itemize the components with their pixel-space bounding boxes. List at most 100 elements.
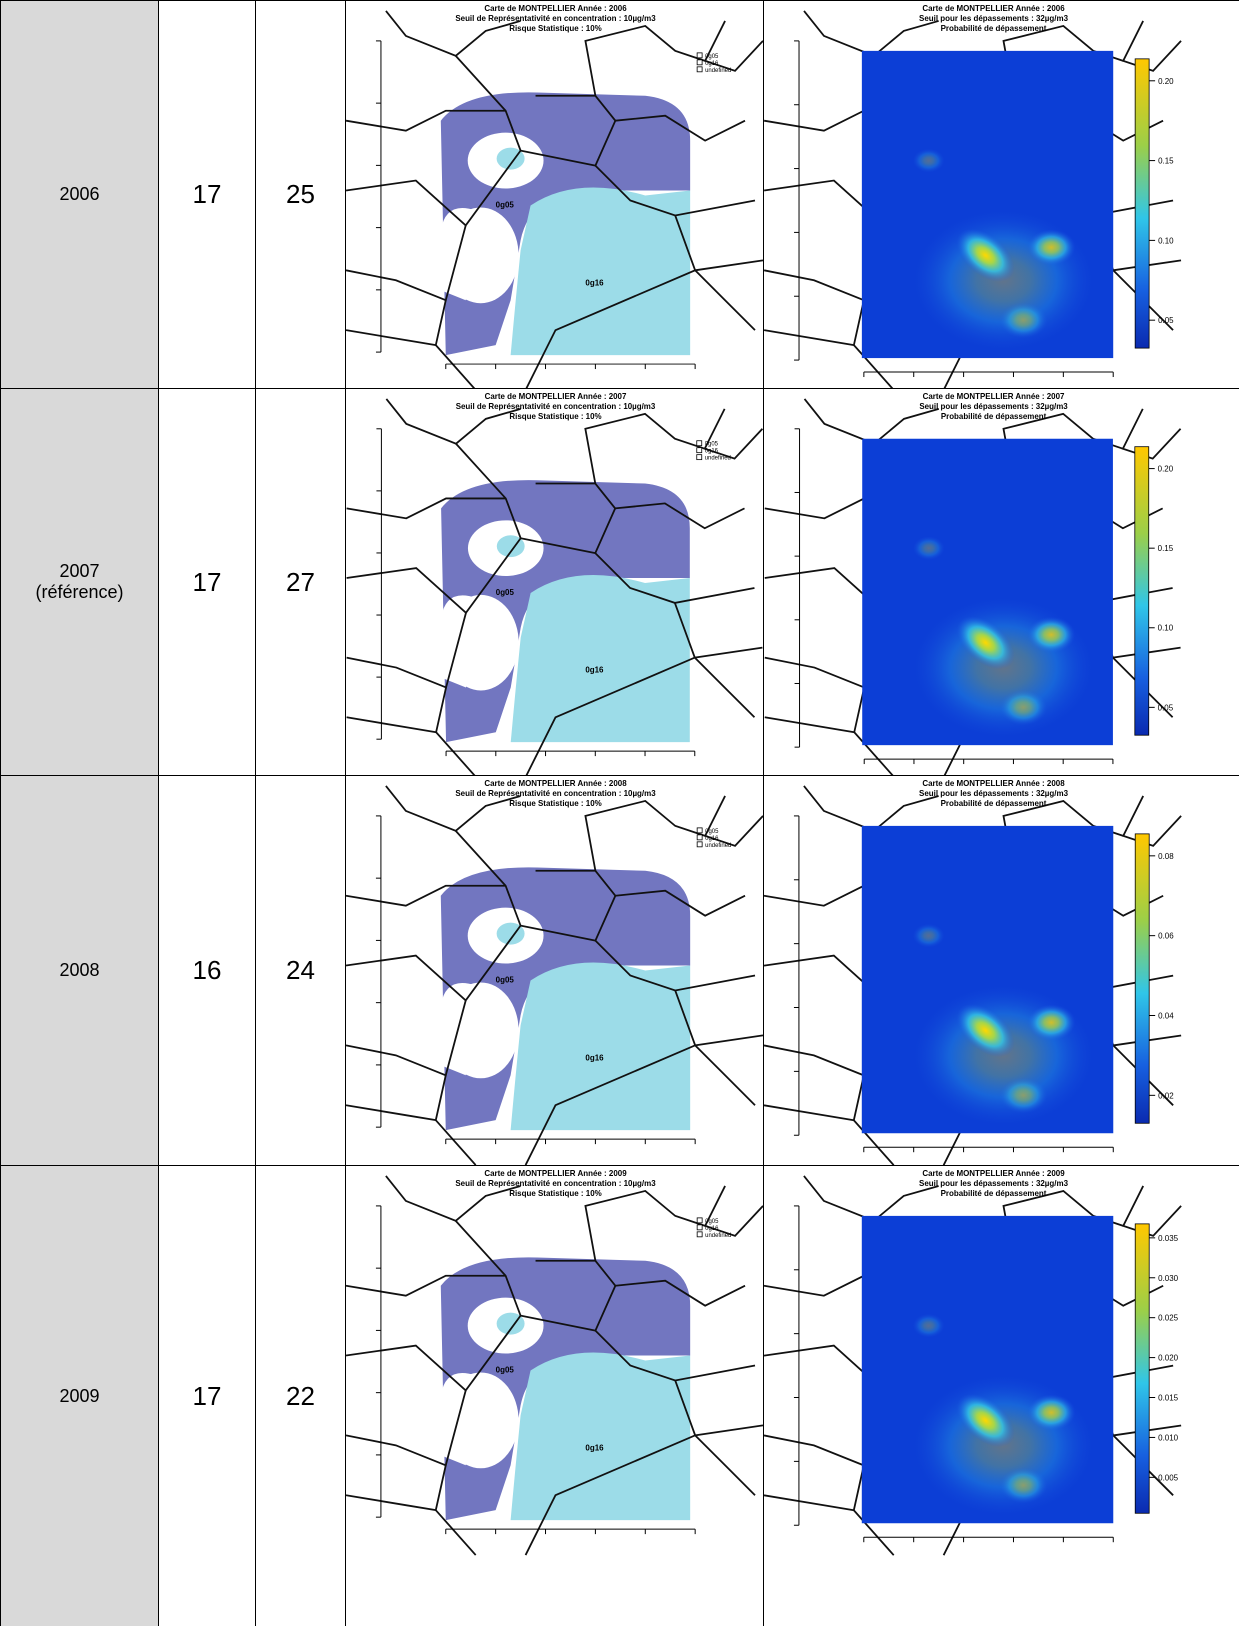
map-title: Carte de MONTPELLIER Année : 2009 — [484, 1169, 627, 1178]
map-title: Carte de MONTPELLIER Année : 2008 — [922, 779, 1065, 788]
points-cell: 24 — [256, 776, 346, 1166]
colorbar-label: 0.05 — [1158, 316, 1174, 325]
hotspot — [913, 924, 945, 948]
colorbar-label: 0.005 — [1158, 1473, 1179, 1482]
map-title: Seuil de Représentativité en concentrati… — [455, 14, 656, 23]
colorbar-label: 0.025 — [1158, 1314, 1179, 1323]
zone-light-blue — [511, 1353, 691, 1521]
colorbar-label: 0.20 — [1158, 465, 1174, 474]
hotspot — [913, 1314, 945, 1338]
map-title: Seuil de Représentativité en concentrati… — [455, 1179, 656, 1188]
zone-map-cell: Carte de MONTPELLIER Année : 2008Seuil d… — [346, 776, 764, 1166]
year-cell: 2007(référence) — [1, 389, 159, 776]
legend-label: 0g05 — [705, 442, 719, 448]
stations-cell: 17 — [159, 1, 256, 389]
colorbar — [1135, 1224, 1149, 1513]
map-title: Carte de MONTPELLIER Année : 2006 — [922, 4, 1065, 13]
map-title: Risque Statistique : 10% — [509, 24, 602, 33]
colorbar-label: 0.020 — [1158, 1354, 1179, 1363]
zone-light-blue — [511, 188, 691, 356]
legend-swatch — [697, 1232, 702, 1237]
legend-swatch — [697, 1225, 702, 1230]
colorbar — [1135, 59, 1149, 348]
points-cell: 25 — [256, 1, 346, 389]
year-cell: 2008 — [1, 776, 159, 1166]
colorbar-label: 0.02 — [1158, 1091, 1174, 1100]
zone-light-blue — [511, 963, 691, 1131]
map-title: Probabilité de dépassement — [941, 24, 1047, 33]
zone-label: 0g16 — [585, 278, 604, 287]
table-row: 20091722Carte de MONTPELLIER Année : 200… — [1, 1166, 1239, 1626]
year: 2006 — [1, 184, 158, 205]
legend-label: undefined — [705, 68, 731, 74]
map-title: Carte de MONTPELLIER Année : 2009 — [922, 1169, 1065, 1178]
zone-light-blue — [511, 575, 690, 742]
zone-label: 0g05 — [496, 588, 515, 597]
zone-label: 0g05 — [496, 200, 515, 209]
points-cell: 27 — [256, 389, 346, 776]
map-title: Carte de MONTPELLIER Année : 2007 — [485, 392, 627, 401]
zone-label: 0g05 — [496, 976, 515, 985]
colorbar-label: 0.010 — [1158, 1433, 1179, 1442]
legend-swatch — [697, 60, 702, 65]
legend-swatch — [697, 441, 702, 446]
legend-label: undefined — [705, 456, 731, 462]
colorbar-label: 0.030 — [1158, 1274, 1179, 1283]
legend-swatch — [697, 842, 702, 847]
map-title: Seuil pour les dépassements : 32µg/m3 — [919, 789, 1069, 798]
legend-swatch — [697, 1218, 702, 1223]
legend-label: 0g16 — [705, 836, 719, 842]
colorbar-label: 0.06 — [1158, 932, 1174, 941]
legend-label: 0g05 — [705, 54, 719, 60]
map-title: Carte de MONTPELLIER Année : 2007 — [923, 392, 1065, 401]
colorbar-label: 0.10 — [1158, 236, 1174, 245]
year: 2009 — [1, 1386, 158, 1407]
map-title: Seuil pour les dépassements : 32µg/m3 — [919, 14, 1069, 23]
colorbar — [1135, 447, 1149, 736]
map-title: Risque Statistique : 10% — [509, 799, 602, 808]
colorbar-label: 0.10 — [1158, 624, 1174, 633]
hotspot — [1027, 617, 1075, 653]
map-title: Carte de MONTPELLIER Année : 2006 — [484, 4, 627, 13]
hotspot — [1027, 229, 1075, 265]
map-title: Risque Statistique : 10% — [509, 412, 601, 421]
colorbar-label: 0.035 — [1158, 1234, 1179, 1243]
map-title: Seuil pour les dépassements : 32µg/m3 — [919, 402, 1068, 411]
legend-label: 0g05 — [705, 829, 719, 835]
colorbar — [1135, 834, 1149, 1123]
year-cell: 2009 — [1, 1166, 159, 1626]
hotspot — [1000, 1467, 1048, 1503]
hotspot — [1000, 689, 1048, 725]
year-cell: 2006 — [1, 1, 159, 389]
legend-swatch — [697, 828, 702, 833]
legend-label: 0g05 — [705, 1219, 719, 1225]
year: 2007 — [1, 561, 158, 582]
map-title: Carte de MONTPELLIER Année : 2008 — [484, 779, 627, 788]
stations-cell: 17 — [159, 1166, 256, 1626]
colorbar-label: 0.04 — [1158, 1011, 1174, 1020]
stations-cell: 17 — [159, 389, 256, 776]
hotspot — [1027, 1005, 1075, 1041]
zone-label: 0g16 — [585, 1443, 604, 1452]
legend-label: 0g16 — [705, 61, 719, 67]
legend-label: undefined — [705, 843, 731, 849]
map-title: Probabilité de dépassement — [941, 1189, 1047, 1198]
points-cell: 22 — [256, 1166, 346, 1626]
legend-label: 0g16 — [705, 1226, 719, 1232]
page: 20061725Carte de MONTPELLIER Année : 200… — [0, 0, 1239, 1626]
hotspot — [913, 536, 945, 560]
map-title: Probabilité de dépassement — [941, 799, 1047, 808]
map-title: Seuil pour les dépassements : 32µg/m3 — [919, 1179, 1069, 1188]
colorbar-label: 0.015 — [1158, 1394, 1179, 1403]
legend-swatch — [697, 53, 702, 58]
